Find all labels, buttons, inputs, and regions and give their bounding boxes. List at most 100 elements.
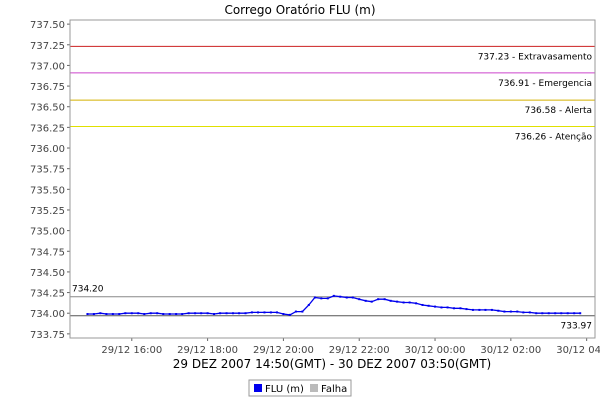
x-tick-label: 29/12 22:00 (329, 345, 390, 356)
data-point (497, 309, 500, 312)
chart-title: Corrego Oratório FLU (m) (224, 3, 375, 17)
y-tick-label: 736.75 (30, 82, 65, 93)
data-point (257, 311, 260, 314)
y-tick-label: 734.25 (30, 289, 65, 300)
data-point (282, 313, 285, 316)
x-tick-label: 30/12 00:00 (405, 345, 466, 356)
data-point (541, 312, 544, 315)
reference-lines: 734.20 733.97 (70, 285, 595, 332)
y-tick-label: 736.25 (30, 123, 65, 134)
data-point (509, 310, 512, 313)
data-point (143, 313, 146, 316)
threshold-label: 736.58 - Alerta (525, 106, 592, 116)
legend-box (248, 379, 352, 397)
data-point (452, 307, 455, 310)
data-point (156, 312, 159, 315)
x-axis: 29/12 16:00 29/12 18:00 29/12 20:00 29/12 2… (101, 338, 600, 356)
data-point (288, 313, 291, 316)
data-point (345, 296, 348, 299)
data-point (560, 312, 563, 315)
data-point (244, 312, 247, 315)
y-axis: 737.50 737.25 737.00 736.75 736.50 736.25 736.… (30, 20, 70, 341)
data-point (566, 312, 569, 315)
data-point (263, 311, 266, 314)
data-point (471, 308, 474, 311)
data-point (516, 310, 519, 313)
data-point (200, 312, 203, 315)
x-axis-label: 29 DEZ 2007 14:50(GMT) - 30 DEZ 2007 03:… (173, 357, 491, 371)
data-point (130, 312, 133, 315)
data-point (383, 298, 386, 301)
legend-swatch (310, 384, 318, 392)
y-tick-label: 735.50 (30, 185, 65, 196)
data-point (118, 313, 121, 316)
data-point (181, 313, 184, 316)
threshold-label: 737.23 - Extravasamento (478, 52, 593, 62)
data-point (175, 313, 178, 316)
data-point (421, 303, 424, 306)
y-tick-label: 735.00 (30, 227, 65, 238)
data-point (440, 306, 443, 309)
data-point (231, 312, 234, 315)
data-point (573, 312, 576, 315)
data-point (225, 312, 228, 315)
y-tick-label: 734.50 (30, 268, 65, 279)
data-point (389, 299, 392, 302)
data-point (149, 312, 152, 315)
data-point (92, 313, 95, 316)
y-tick-label: 736.00 (30, 144, 65, 155)
data-point (364, 299, 367, 302)
data-point (86, 313, 89, 316)
x-tick-label: 29/12 18:00 (177, 345, 238, 356)
x-tick-label: 30/12 04:00 (556, 345, 600, 356)
threshold-label: 736.26 - Atenção (515, 133, 593, 143)
y-tick-label: 735.25 (30, 206, 65, 217)
data-point (307, 303, 310, 306)
x-tick-label: 29/12 20:00 (253, 345, 314, 356)
legend-swatch (254, 384, 262, 392)
data-point (528, 311, 531, 314)
data-point (459, 307, 462, 310)
data-point (427, 304, 430, 307)
data-point (579, 312, 582, 315)
data-point (358, 298, 361, 301)
x-tick-label: 29/12 16:00 (101, 345, 162, 356)
data-point (522, 311, 525, 314)
data-point (535, 312, 538, 315)
data-point (168, 313, 171, 316)
data-point (402, 301, 405, 304)
data-point (294, 310, 297, 313)
data-point (465, 308, 468, 311)
plot-frame (69, 19, 596, 339)
data-point (408, 301, 411, 304)
x-tick-label: 30/12 02:00 (480, 345, 541, 356)
data-point (415, 302, 418, 305)
data-point (250, 311, 253, 314)
data-point (187, 312, 190, 315)
data-point (206, 312, 209, 315)
data-point (111, 313, 114, 316)
y-tick-label: 737.50 (30, 20, 65, 31)
series-line-flu (87, 295, 581, 316)
data-point (269, 311, 272, 314)
y-tick-label: 736.50 (30, 103, 65, 114)
y-tick-label: 737.25 (30, 41, 65, 52)
data-point (105, 313, 108, 316)
data-point (301, 310, 304, 313)
reference-label: 734.20 (72, 285, 104, 295)
data-point (332, 294, 335, 297)
data-point (99, 312, 102, 315)
y-tick-label: 734.75 (30, 247, 65, 258)
data-point (275, 311, 278, 314)
data-point (213, 313, 216, 316)
threshold-label: 736.91 - Emergencia (498, 79, 592, 89)
data-point (351, 296, 354, 299)
data-point (238, 312, 241, 315)
legend-label: Falha (321, 384, 347, 395)
threshold-lines: 737.23 - Extravasamento 736.91 - Emergenc… (70, 45, 595, 143)
data-point (194, 312, 197, 315)
legend: FLU (m) Falha (248, 379, 352, 397)
series-layer (86, 294, 582, 316)
data-point (339, 295, 342, 298)
